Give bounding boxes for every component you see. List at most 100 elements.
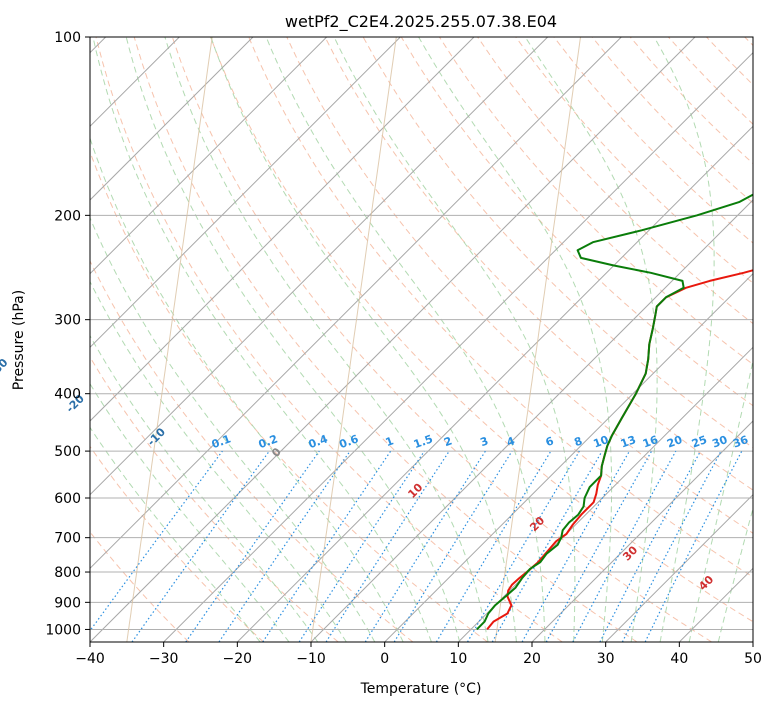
mixing-ratio-line [90,450,223,632]
isotherm [90,37,254,201]
isotherm [163,51,753,642]
mixing-ratio-label: 4 [505,434,517,449]
mixing-ratio-label: 36 [731,433,750,451]
y-tick-label: 200 [54,208,81,224]
isotherm [90,37,696,642]
moist-adiabat [125,37,461,642]
mixing-ratio-line [545,450,653,642]
moist-adiabat [90,382,290,642]
moist-adiabat [90,136,404,642]
x-tick-label: 50 [744,651,762,667]
moist-adiabat [265,37,546,642]
mixing-ratio-label: 10 [592,433,611,451]
x-tick-label: 10 [449,651,467,667]
y-tick-label: 700 [54,531,81,547]
x-axis: −40 −30 −20 −10 0 10 20 30 40 50 [75,642,762,667]
isotherm [90,37,328,275]
isotherm [90,37,549,496]
mixing-ratio-label: 16 [641,433,660,451]
mixing-ratio-label: 8 [572,434,584,449]
moist-adiabat [164,37,489,642]
mixing-ratio-line [262,450,392,642]
dry-adiabat [90,259,414,642]
chart-title: wetPf2_C2E4.2025.255.07.38.E04 [285,12,557,32]
x-tick-label: −20 [223,651,253,667]
moist-adiabat [90,280,347,642]
isotherm [90,37,622,570]
isotherm [310,199,753,642]
y-tick-label: 600 [54,491,81,507]
y-tick-label: 100 [54,30,81,46]
mixing-ratio-label: 0.2 [257,432,280,451]
mixing-ratio-line [393,450,513,642]
y-tick-label: 1000 [45,622,81,638]
mixing-ratio-line [572,450,677,642]
isotherm [236,125,753,642]
isotherm [605,493,753,642]
y-tick-label: 500 [54,444,81,460]
dry-adiabat [90,356,339,642]
dry-adiabat [324,37,753,491]
moist-adiabat [717,506,753,642]
mixing-ratio-line [521,450,631,642]
moist-adiabat [210,37,517,642]
x-tick-label: −40 [75,651,105,667]
y-axis: 1000 900 800 700 600 500 400 300 200 100 [45,30,90,638]
mixing-ratio-label: 30 [710,433,729,451]
mixing-ratio-label: 6 [544,434,556,449]
mixing-ratio-label: 0.4 [307,432,330,451]
x-tick-label: 0 [380,651,389,667]
y-tick-label: 400 [54,387,81,403]
x-axis-label: Temperature (°C) [360,681,482,697]
moist-adiabat [524,37,658,642]
dry-adiabat-label: -30 [0,356,11,379]
moist-adiabat [333,37,576,642]
dry-adiabat [210,37,753,623]
x-tick-label: −10 [296,651,326,667]
x-tick-label: 20 [523,651,541,667]
x-tick-label: 40 [670,651,688,667]
moist-adiabat [90,334,319,642]
dewpoint-line [476,193,753,631]
x-tick-label: −30 [149,651,179,667]
isotherm [90,37,401,349]
dry-adiabat [515,37,753,284]
y-tick-label: 300 [54,313,81,329]
y-axis-label: Pressure (hPa) [11,290,27,390]
mixing-ratio-label: 0.6 [338,432,361,451]
mixing-ratio-label: 0.1 [210,432,233,451]
dry-adiabat [171,37,712,642]
moist-adiabat [653,37,715,642]
moist-adiabat [418,37,613,642]
isotherm [531,420,753,642]
dry-adiabat [286,37,753,534]
mixing-ratio-label: 1 [384,434,396,449]
mixing-ratio-label: 13 [619,433,638,450]
mixing-ratio-line [185,450,320,642]
sounding-series [476,193,753,631]
y-tick-label: 800 [54,565,81,581]
mixing-ratio-line [218,450,351,642]
frost-curve [126,37,213,642]
dry-adiabat [248,37,753,578]
mixing-ratio-line [325,450,450,642]
moist-adiabat [90,426,261,642]
mixing-ratio-label: 2 [442,434,454,449]
mixing-ratio-label: 20 [665,433,684,451]
x-tick-label: 30 [597,651,615,667]
mixing-ratio-label: 25 [690,433,709,450]
moist-adiabat [688,358,753,642]
frost-curve [310,37,397,642]
moist-adiabat [92,37,432,642]
mixing-ratio-line [298,450,425,642]
plot-frame [89,36,754,643]
y-tick-label: 900 [54,595,81,611]
mixing-ratio-label: 1.5 [412,432,435,451]
isotherm [90,37,475,422]
dry-adiabat [95,37,563,642]
moist-adiabat [90,216,376,642]
dry-adiabat [90,445,264,642]
mixing-ratio-label: 3 [478,434,490,449]
mixing-ratio-line [131,450,270,642]
